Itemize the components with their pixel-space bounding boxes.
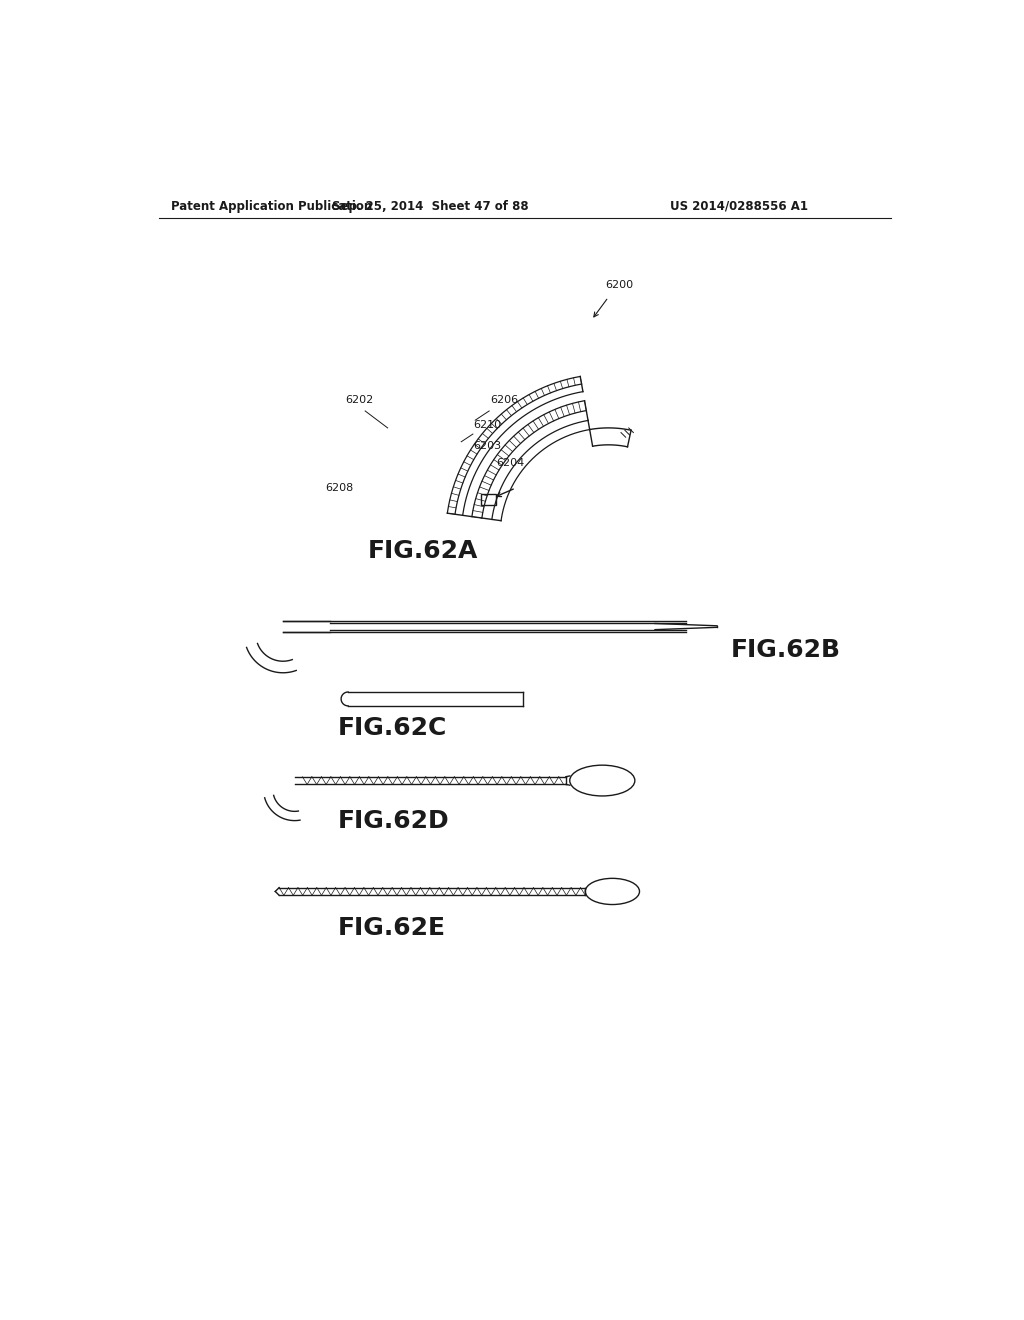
Text: 6200: 6200 [605, 280, 634, 290]
Text: FIG.62A: FIG.62A [369, 539, 478, 564]
Text: FIG.62E: FIG.62E [337, 916, 445, 940]
FancyBboxPatch shape [481, 494, 497, 506]
Text: 6208: 6208 [326, 483, 354, 494]
Text: 6202: 6202 [345, 395, 374, 405]
Ellipse shape [586, 878, 640, 904]
Ellipse shape [569, 766, 635, 796]
Text: 6210: 6210 [473, 420, 501, 430]
Text: Sep. 25, 2014  Sheet 47 of 88: Sep. 25, 2014 Sheet 47 of 88 [332, 199, 528, 213]
Text: FIG.62B: FIG.62B [731, 638, 841, 661]
Text: 6206: 6206 [490, 395, 519, 405]
Text: 6204: 6204 [496, 458, 524, 469]
Text: US 2014/0288556 A1: US 2014/0288556 A1 [671, 199, 809, 213]
Text: Patent Application Publication: Patent Application Publication [171, 199, 372, 213]
Text: 6203: 6203 [473, 441, 501, 451]
Text: FIG.62C: FIG.62C [337, 717, 446, 741]
Text: FIG.62D: FIG.62D [337, 809, 449, 833]
